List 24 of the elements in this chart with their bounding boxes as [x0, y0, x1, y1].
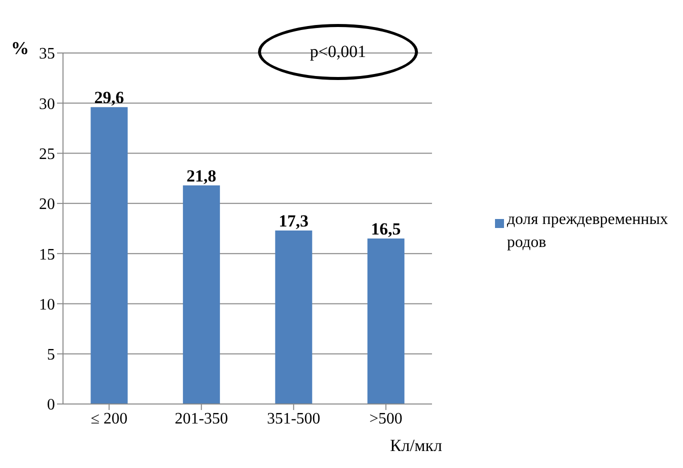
x-tick-label: 351-500 — [266, 410, 320, 428]
y-tick-label: 5 — [47, 346, 55, 364]
y-tick-label: 0 — [47, 396, 55, 414]
y-tick-label: 35 — [39, 46, 55, 63]
x-axis-title: Кл/мкл — [390, 436, 442, 456]
annotation: p<0,001 — [310, 42, 366, 62]
text: 29,6 — [94, 88, 124, 108]
y-tick-label: 10 — [39, 296, 55, 314]
x-tick-label: >500 — [369, 410, 402, 428]
y-tick-label: 30 — [39, 96, 55, 113]
text: 21,8 — [186, 166, 216, 186]
bar — [90, 107, 128, 404]
x-tick-label: 201-350 — [174, 410, 228, 428]
bar — [182, 185, 220, 404]
text: 16,5 — [371, 220, 401, 239]
y-axis-title: % — [11, 38, 29, 59]
bar — [275, 230, 312, 404]
y-tick-label: 25 — [39, 146, 55, 163]
y-tick-label: 15 — [39, 246, 55, 264]
text: 17,3 — [278, 212, 309, 231]
legend-label: доля преждевременных родов — [507, 210, 669, 253]
bar — [367, 238, 404, 404]
y-tick-label: 20 — [39, 196, 55, 214]
x-tick-label: ≤ 200 — [90, 410, 128, 428]
